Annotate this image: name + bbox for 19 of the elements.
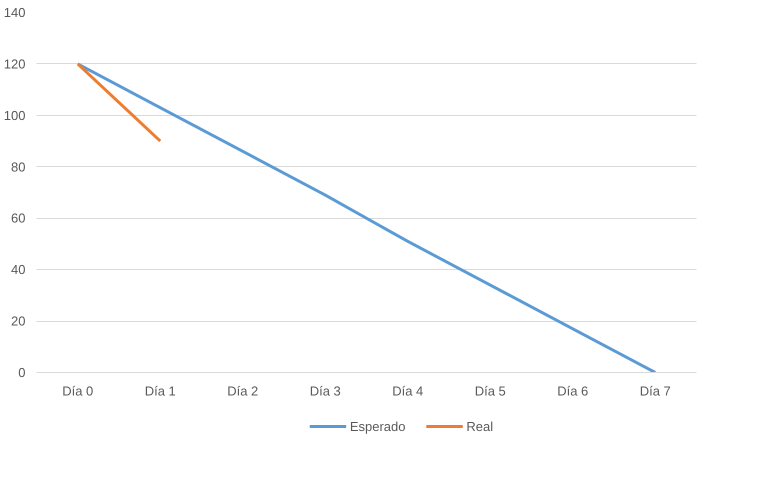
legend-label: Esperado [350,419,406,434]
y-tick-label: 0 [18,365,26,380]
y-tick-label: 60 [11,210,26,226]
x-tick-label: Día 0 [62,384,94,398]
y-tick-label: 120 [4,56,26,72]
x-tick-label: Día 4 [392,384,424,398]
line-series [76,62,657,372]
y-tick-label: 140 [4,5,26,20]
legend-label: Real [466,419,494,434]
x-tick-label: Día 5 [474,384,506,398]
x-tick-label: Día 7 [640,384,671,398]
x-tick-label: Día 1 [144,384,176,398]
x-tick-label: Día 6 [557,384,588,398]
x-tick-label: Día 3 [310,384,341,398]
y-tick-label: 40 [11,262,26,278]
y-tick-label: 20 [11,314,26,329]
x-tick-label: Día 2 [227,384,258,398]
y-tick-label: 80 [11,159,26,174]
y-tick-label: 100 [4,108,26,123]
